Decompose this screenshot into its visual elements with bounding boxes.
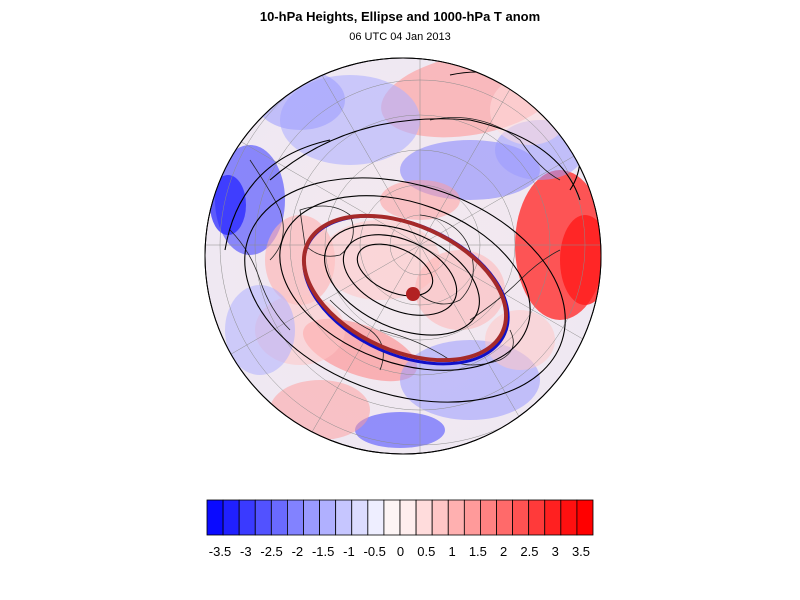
colorbar-tick-label: -3.5 [209, 544, 231, 559]
colorbar-box [254, 499, 272, 536]
colorbar-box [544, 499, 562, 536]
colorbar-boxes [206, 499, 594, 536]
colorbar-tick-label: 2 [500, 544, 507, 559]
colorbar-box [576, 499, 594, 536]
colorbar-tick-label: -1 [343, 544, 355, 559]
colorbar-box [463, 499, 481, 536]
colorbar-box [367, 499, 385, 536]
colorbar-labels: -3.5 -3 -2.5 -2 -1.5 -1 -0.5 0 0.5 1 1.5 2 2.5 3 3.5 [209, 544, 590, 559]
colorbar-tick-label: -2 [292, 544, 304, 559]
colorbar: -3.5 -3 -2.5 -2 -1.5 -1 -0.5 0 0.5 1 1.5 2 2.5 3 3.5 [206, 499, 594, 559]
colorbar-tick-label: -0.5 [364, 544, 386, 559]
colorbar-box [206, 499, 224, 536]
colorbar-box [222, 499, 240, 536]
colorbar-box [287, 499, 304, 536]
colorbar-tick-label: -1.5 [312, 544, 334, 559]
globe-outline [204, 57, 602, 455]
colorbar-box [319, 499, 337, 536]
colorbar-tick-label: -2.5 [260, 544, 282, 559]
colorbar-box [528, 499, 546, 536]
colorbar-box [335, 499, 353, 536]
coastlines [229, 117, 561, 371]
polar-map [204, 57, 602, 455]
vortex-center-marker [406, 287, 420, 301]
colorbar-box [512, 499, 530, 536]
colorbar-tick-label: 3 [552, 544, 559, 559]
colorbar-box [303, 499, 320, 536]
colorbar-box [238, 499, 256, 536]
colorbar-box [270, 499, 288, 536]
vortex-ellipse [301, 213, 510, 366]
colorbar-tick-label: 2.5 [520, 544, 538, 559]
colorbar-box [399, 499, 417, 536]
colorbar-box [431, 499, 449, 536]
colorbar-box [560, 499, 578, 536]
colorbar-box [415, 499, 433, 536]
map-title: 10-hPa Heights, Ellipse and 1000-hPa T a… [259, 9, 541, 24]
colorbar-box [447, 499, 465, 536]
colorbar-box [351, 499, 369, 536]
ellipse-red [301, 213, 509, 363]
colorbar-tick-label: 0 [397, 544, 404, 559]
colorbar-box [480, 499, 497, 536]
colorbar-tick-label: -3 [240, 544, 252, 559]
map-subtitle: 06 UTC 04 Jan 2013 [349, 31, 451, 43]
colorbar-tick-label: 1 [448, 544, 455, 559]
colorbar-tick-label: 3.5 [572, 544, 590, 559]
colorbar-box [383, 499, 401, 536]
colorbar-tick-label: 1.5 [469, 544, 487, 559]
colorbar-tick-label: 0.5 [417, 544, 435, 559]
colorbar-box [496, 499, 513, 536]
